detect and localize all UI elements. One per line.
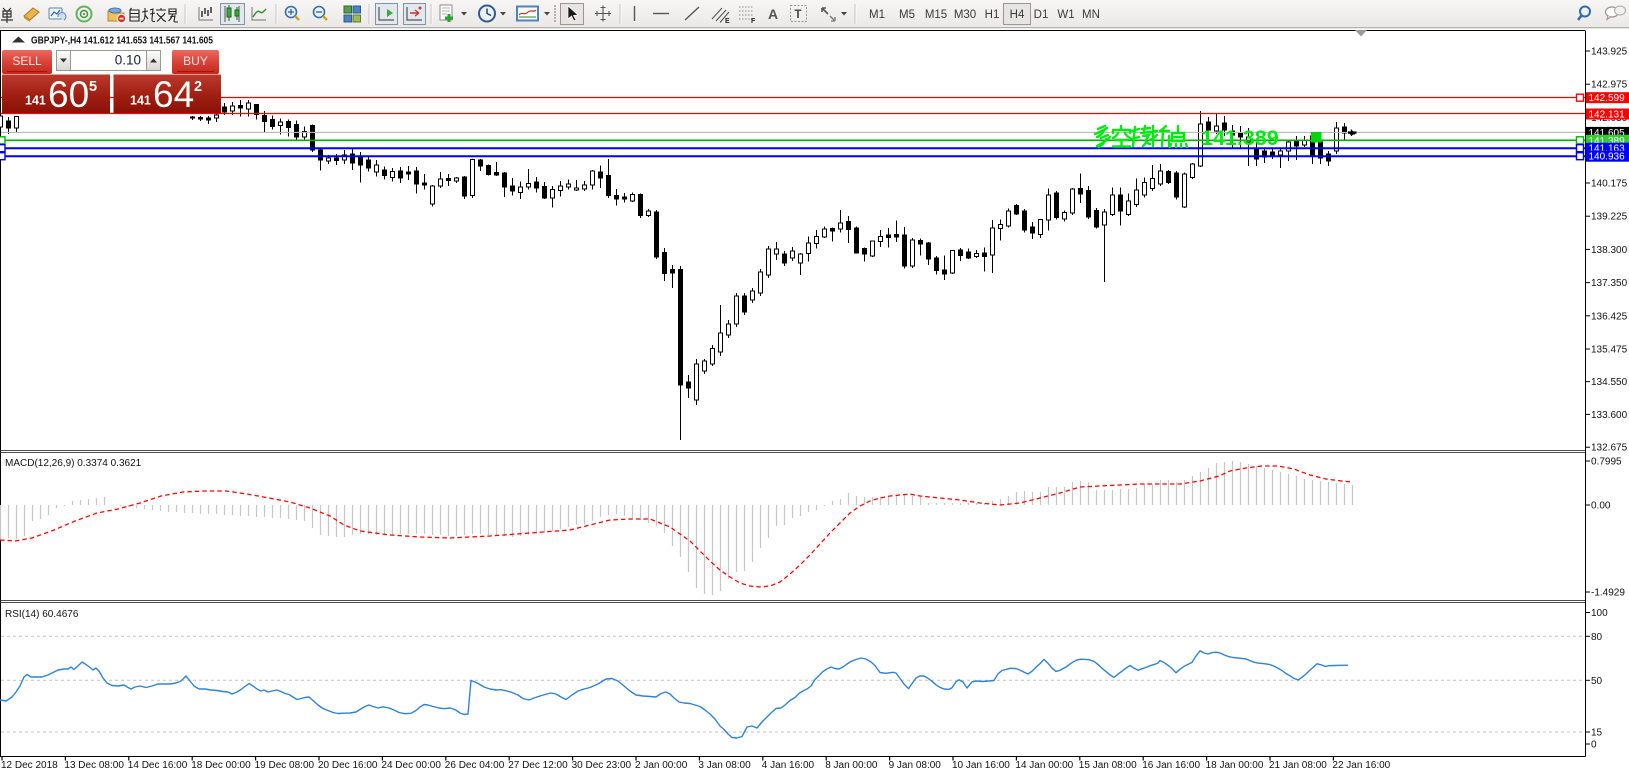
svg-text:M30: M30 xyxy=(954,9,976,21)
svg-text:80: 80 xyxy=(1591,632,1603,643)
svg-text:RSI(14) 60.4676: RSI(14) 60.4676 xyxy=(5,609,79,620)
svg-text:12 Dec 2018: 12 Dec 2018 xyxy=(1,760,58,771)
svg-text:H4: H4 xyxy=(1010,9,1025,21)
svg-text:142.599: 142.599 xyxy=(1589,93,1626,104)
svg-text:142.131: 142.131 xyxy=(1589,110,1626,121)
svg-text:141: 141 xyxy=(130,94,151,108)
svg-text:8 Jan 00:00: 8 Jan 00:00 xyxy=(825,760,878,771)
svg-text:14 Dec 16:00: 14 Dec 16:00 xyxy=(128,760,188,771)
svg-text:3 Jan 08:00: 3 Jan 08:00 xyxy=(698,760,751,771)
svg-text:2 Jan 00:00: 2 Jan 00:00 xyxy=(635,760,688,771)
svg-text:D1: D1 xyxy=(1034,9,1049,21)
svg-text:13 Dec 08:00: 13 Dec 08:00 xyxy=(64,760,124,771)
svg-text:F: F xyxy=(751,18,756,25)
svg-text:M1: M1 xyxy=(869,9,885,21)
svg-text:21 Jan 08:00: 21 Jan 08:00 xyxy=(1269,760,1327,771)
svg-text:140.175: 140.175 xyxy=(1591,179,1628,190)
svg-text:24 Dec 00:00: 24 Dec 00:00 xyxy=(381,760,441,771)
svg-text:4 Jan 16:00: 4 Jan 16:00 xyxy=(762,760,815,771)
svg-text:0.00: 0.00 xyxy=(1591,501,1611,512)
svg-text:0: 0 xyxy=(1591,740,1597,751)
svg-text:5: 5 xyxy=(89,79,97,95)
svg-text:135.475: 135.475 xyxy=(1591,345,1628,356)
svg-text:132.675: 132.675 xyxy=(1591,443,1628,454)
svg-text:-1.4929: -1.4929 xyxy=(1591,588,1625,599)
svg-text:137.350: 137.350 xyxy=(1591,278,1628,289)
svg-text:140.936: 140.936 xyxy=(1589,152,1626,163)
svg-text:2: 2 xyxy=(194,79,202,95)
svg-text:MN: MN xyxy=(1082,9,1100,21)
svg-text:14 Jan 00:00: 14 Jan 00:00 xyxy=(1015,760,1073,771)
svg-text:M15: M15 xyxy=(925,9,947,21)
svg-text:M5: M5 xyxy=(899,9,915,21)
svg-text:136.425: 136.425 xyxy=(1591,311,1628,322)
svg-text:141.605: 141.605 xyxy=(1589,128,1626,139)
svg-text:22 Jan 16:00: 22 Jan 16:00 xyxy=(1332,760,1390,771)
svg-text:16 Jan 16:00: 16 Jan 16:00 xyxy=(1142,760,1200,771)
svg-text:E: E xyxy=(725,18,730,25)
svg-text:9 Jan 08:00: 9 Jan 08:00 xyxy=(889,760,942,771)
svg-text:141.389: 141.389 xyxy=(1589,136,1626,147)
svg-text:SELL: SELL xyxy=(12,54,42,68)
svg-text:15 Jan 08:00: 15 Jan 08:00 xyxy=(1079,760,1137,771)
svg-text:141.389: 141.389 xyxy=(1201,126,1279,150)
svg-text:138.300: 138.300 xyxy=(1591,245,1628,256)
svg-text:141.163: 141.163 xyxy=(1589,144,1626,155)
svg-text:142.975: 142.975 xyxy=(1591,80,1628,91)
svg-text:18 Jan 00:00: 18 Jan 00:00 xyxy=(1206,760,1264,771)
svg-text:T: T xyxy=(795,9,802,21)
svg-text:GBPJPY-,H4 141.612 141.653 14: GBPJPY-,H4 141.612 141.653 141.567 141.6… xyxy=(31,35,213,47)
svg-text:139.225: 139.225 xyxy=(1591,212,1628,223)
svg-text:141: 141 xyxy=(25,94,46,108)
svg-text:100: 100 xyxy=(1591,608,1608,619)
svg-text:W1: W1 xyxy=(1057,9,1074,21)
svg-text:MACD(12,26,9) 0.3374 0.3621: MACD(12,26,9) 0.3374 0.3621 xyxy=(5,458,142,469)
svg-text:15: 15 xyxy=(1591,728,1603,739)
svg-text:50: 50 xyxy=(1591,676,1603,687)
svg-text:0.7995: 0.7995 xyxy=(1591,457,1622,468)
svg-text:134.550: 134.550 xyxy=(1591,377,1628,388)
svg-text:20 Dec 16:00: 20 Dec 16:00 xyxy=(318,760,378,771)
svg-text:0.10: 0.10 xyxy=(115,53,141,68)
svg-text:H1: H1 xyxy=(985,9,1000,21)
svg-text:27 Dec 12:00: 27 Dec 12:00 xyxy=(508,760,568,771)
svg-text:30 Dec 23:00: 30 Dec 23:00 xyxy=(572,760,632,771)
svg-text:19 Dec 08:00: 19 Dec 08:00 xyxy=(255,760,315,771)
svg-text:BUY: BUY xyxy=(183,54,208,68)
svg-text:64: 64 xyxy=(153,74,194,115)
svg-text:133.600: 133.600 xyxy=(1591,410,1628,421)
svg-text:26 Dec 04:00: 26 Dec 04:00 xyxy=(445,760,505,771)
svg-text:10 Jan 16:00: 10 Jan 16:00 xyxy=(952,760,1010,771)
svg-text:18 Dec 00:00: 18 Dec 00:00 xyxy=(191,760,251,771)
svg-text:60: 60 xyxy=(48,74,89,115)
svg-text:A: A xyxy=(768,6,778,22)
svg-text:143.925: 143.925 xyxy=(1591,47,1628,58)
